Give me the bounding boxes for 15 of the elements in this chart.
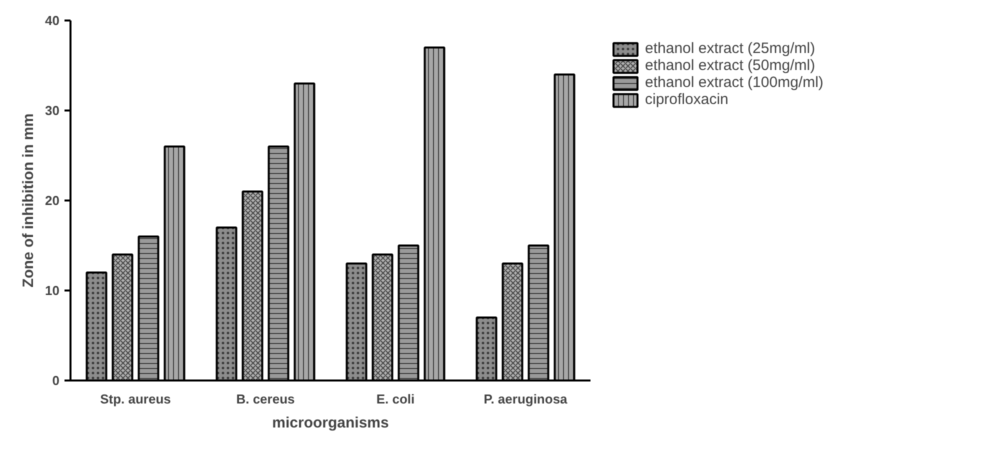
x-tick-label: P. aeruginosa	[484, 392, 568, 406]
x-tick-label: B. cereus	[236, 392, 295, 406]
y-tick-label: 20	[45, 193, 60, 208]
y-tick-label: 0	[52, 373, 60, 388]
x-tick-label: Stp. aureus	[100, 392, 171, 406]
x-axis-title: microorganisms	[272, 414, 389, 432]
legend-label: ciprofloxacin	[645, 91, 728, 108]
y-tick-label: 10	[45, 283, 60, 298]
x-tick-label: E. coli	[376, 392, 415, 406]
y-tick-label: 30	[45, 103, 60, 118]
legend-label: ethanol extract (100mg/ml)	[645, 74, 824, 91]
legend-label: ethanol extract (50mg/ml)	[645, 57, 816, 74]
legend-label: ethanol extract (25mg/ml)	[645, 40, 816, 57]
y-tick-label: 40	[45, 13, 60, 28]
y-axis-title: Zone of inhibition in mm	[20, 113, 38, 288]
